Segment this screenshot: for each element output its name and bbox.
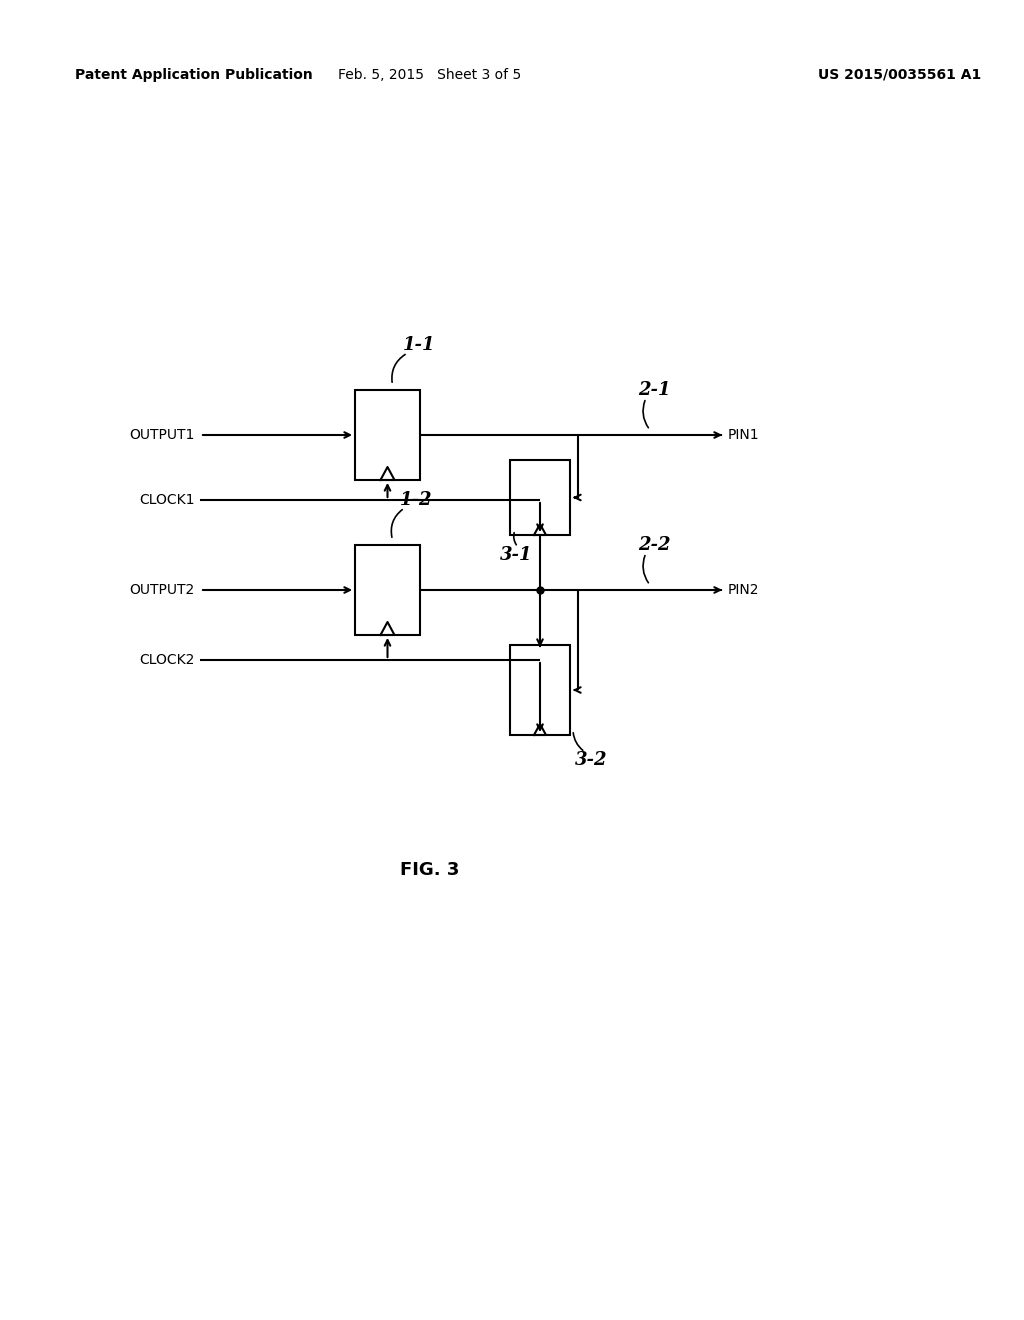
Text: PIN2: PIN2 [728,583,760,597]
Text: 3-2: 3-2 [575,751,607,770]
Text: Feb. 5, 2015   Sheet 3 of 5: Feb. 5, 2015 Sheet 3 of 5 [338,69,521,82]
Text: Patent Application Publication: Patent Application Publication [75,69,312,82]
Text: CLOCK2: CLOCK2 [139,653,195,667]
Text: 2-1: 2-1 [638,381,671,399]
Text: PIN1: PIN1 [728,428,760,442]
Text: US 2015/0035561 A1: US 2015/0035561 A1 [818,69,982,82]
Text: CLOCK1: CLOCK1 [139,492,195,507]
Text: 1-2: 1-2 [399,491,432,510]
Text: OUTPUT1: OUTPUT1 [130,428,195,442]
Bar [355,545,420,635]
Bar [510,645,570,735]
Bar [510,459,570,535]
Text: 3-1: 3-1 [500,546,532,564]
Bar [355,389,420,480]
Text: 2-2: 2-2 [638,536,671,554]
Text: FIG. 3: FIG. 3 [400,861,460,879]
Text: OUTPUT2: OUTPUT2 [130,583,195,597]
Text: 1-1: 1-1 [402,337,435,354]
